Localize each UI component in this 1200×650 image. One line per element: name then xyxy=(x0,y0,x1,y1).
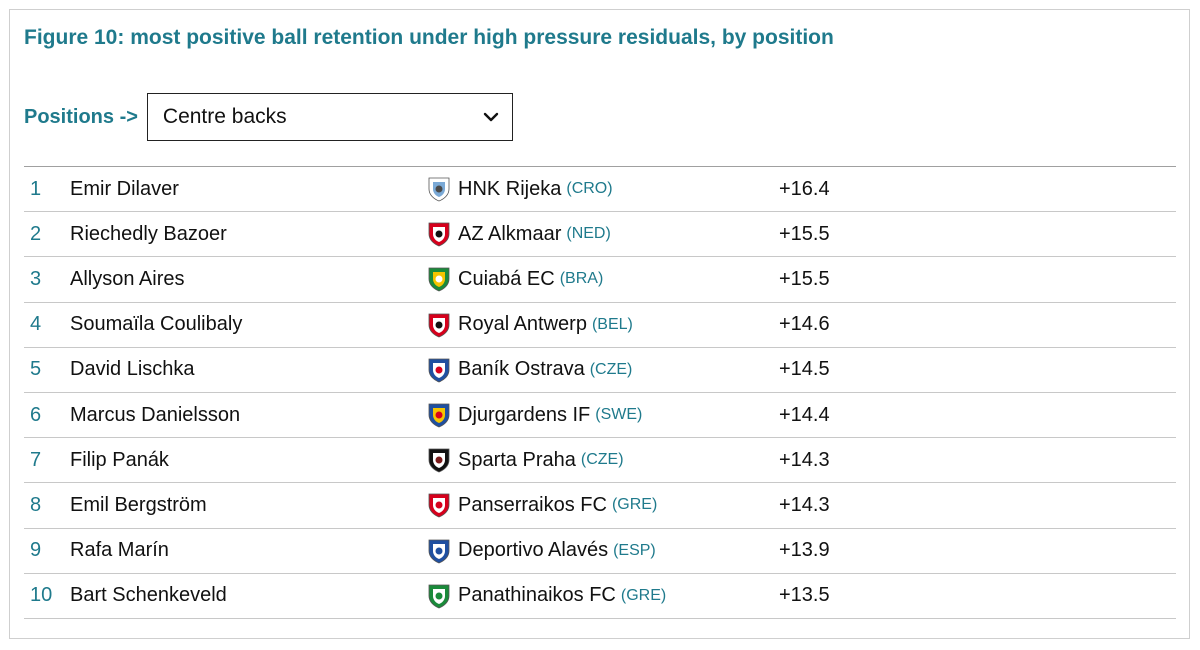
country-code: (NED) xyxy=(566,225,611,243)
club-cell: Panathinaikos FC (GRE) xyxy=(425,574,666,618)
club-cell: Panserraikos FC (GRE) xyxy=(425,483,657,527)
positions-label: Positions -> xyxy=(24,105,138,128)
rank-cell: 1 xyxy=(30,177,42,200)
club-name: Djurgardens IF xyxy=(458,403,591,426)
rankings-table: 1 Emir Dilaver HNK Rijeka (CRO) +16.4 2 Rieche… xyxy=(24,166,1176,619)
club-cell: Cuiabá EC (BRA) xyxy=(425,257,603,301)
rank-cell: 10 xyxy=(30,584,53,607)
residual-value-cell: +14.5 xyxy=(779,358,830,381)
panserraikos-fc-crest-icon xyxy=(428,494,450,518)
position-controls: Positions -> Centre backs xyxy=(24,93,513,141)
club-name: Deportivo Alavés xyxy=(458,539,609,562)
club-name: HNK Rijeka xyxy=(458,177,562,200)
residual-value-cell: +14.6 xyxy=(779,313,830,336)
figure-frame: Figure 10: most positive ball retention … xyxy=(9,9,1190,639)
table-row: 1 Emir Dilaver HNK Rijeka (CRO) +16.4 xyxy=(24,167,1176,213)
residual-value-cell: +13.5 xyxy=(779,584,830,607)
table-row: 5 David Lischka Baník Ostrava (CZE) +14.5 xyxy=(24,348,1176,393)
club-name: Panathinaikos FC xyxy=(458,584,616,607)
position-select-value: Centre backs xyxy=(162,105,287,128)
country-code: (BRA) xyxy=(559,270,604,288)
club-name: Royal Antwerp xyxy=(458,313,587,336)
country-code: (BEL) xyxy=(591,315,633,333)
player-name-cell: Riechedly Bazoer xyxy=(70,222,227,245)
country-code: (ESP) xyxy=(613,541,656,559)
hnk-rijeka-crest-icon xyxy=(428,177,450,202)
club-cell: Royal Antwerp (BEL) xyxy=(425,303,633,347)
country-code: (GRE) xyxy=(611,496,658,514)
club-name: AZ Alkmaar xyxy=(458,222,562,245)
residual-value-cell: +14.3 xyxy=(779,448,830,471)
club-cell: Baník Ostrava (CZE) xyxy=(425,348,632,392)
player-name-cell: Emir Dilaver xyxy=(70,177,179,200)
club-name: Baník Ostrava xyxy=(458,358,585,381)
rank-cell: 8 xyxy=(30,493,42,516)
player-name-cell: Bart Schenkeveld xyxy=(70,584,227,607)
rank-cell: 5 xyxy=(30,358,42,381)
club-cell: Deportivo Alavés (ESP) xyxy=(425,529,656,573)
chevron-down-icon xyxy=(483,112,499,122)
table-row: 2 Riechedly Bazoer AZ Alkmaar (NED) +15.5 xyxy=(24,212,1176,258)
country-code: (CZE) xyxy=(589,360,633,378)
residual-value-cell: +14.4 xyxy=(779,403,830,426)
table-row: 8 Emil Bergström Panserraikos FC (GRE) +14.3 xyxy=(24,483,1176,529)
residual-value-cell: +14.3 xyxy=(779,493,830,516)
table-row: 10 Bart Schenkeveld Panathinaikos FC (GRE) +… xyxy=(24,574,1176,619)
table-row: 3 Allyson Aires Cuiabá EC (BRA) +15.5 xyxy=(24,257,1176,303)
royal-antwerp-crest-icon xyxy=(428,313,450,338)
country-code: (SWE) xyxy=(595,406,643,424)
position-select[interactable]: Centre backs xyxy=(146,93,513,141)
country-code: (GRE) xyxy=(620,586,667,604)
player-name-cell: Rafa Marín xyxy=(70,539,169,562)
residual-value-cell: +13.9 xyxy=(779,539,830,562)
club-name: Cuiabá EC xyxy=(458,267,555,290)
az-alkmaar-crest-icon xyxy=(428,222,450,247)
rank-cell: 6 xyxy=(30,403,42,426)
club-cell: AZ Alkmaar (NED) xyxy=(425,212,611,256)
sparta-praha-crest-icon xyxy=(428,448,450,473)
cuiaba-ec-crest-icon xyxy=(428,268,450,292)
player-name-cell: Marcus Danielsson xyxy=(70,403,241,426)
rank-cell: 9 xyxy=(30,539,42,562)
rank-cell: 7 xyxy=(30,448,42,471)
club-cell: HNK Rijeka (CRO) xyxy=(425,167,613,211)
club-cell: Sparta Praha (CZE) xyxy=(425,438,624,482)
rank-cell: 2 xyxy=(30,222,42,245)
residual-value-cell: +15.5 xyxy=(779,222,830,245)
banik-ostrava-crest-icon xyxy=(428,358,450,383)
player-name-cell: Filip Panák xyxy=(70,448,169,471)
residual-value-cell: +16.4 xyxy=(779,177,830,200)
table-row: 4 Soumaïla Coulibaly Royal Antwerp (BEL) +14… xyxy=(24,303,1176,348)
table-row: 6 Marcus Danielsson Djurgardens IF (SWE) +14… xyxy=(24,393,1176,439)
table-row: 7 Filip Panák Sparta Praha (CZE) +14.3 xyxy=(24,438,1176,484)
club-cell: Djurgardens IF (SWE) xyxy=(425,393,642,437)
player-name-cell: David Lischka xyxy=(70,358,195,381)
rank-cell: 3 xyxy=(30,267,42,290)
panathinaikos-fc-crest-icon xyxy=(428,584,450,609)
player-name-cell: Allyson Aires xyxy=(70,267,185,290)
table-row: 9 Rafa Marín Deportivo Alavés (ESP) +13.9 xyxy=(24,529,1176,574)
player-name-cell: Soumaïla Coulibaly xyxy=(70,313,243,336)
djurgardens-if-crest-icon xyxy=(428,403,450,428)
club-name: Sparta Praha xyxy=(458,448,576,471)
deportivo-alaves-crest-icon xyxy=(428,539,450,564)
player-name-cell: Emil Bergström xyxy=(70,493,207,516)
residual-value-cell: +15.5 xyxy=(779,267,830,290)
rank-cell: 4 xyxy=(30,313,42,336)
country-code: (CZE) xyxy=(580,451,624,469)
country-code: (CRO) xyxy=(566,180,613,198)
club-name: Panserraikos FC xyxy=(458,493,607,516)
figure-title: Figure 10: most positive ball retention … xyxy=(24,26,834,49)
